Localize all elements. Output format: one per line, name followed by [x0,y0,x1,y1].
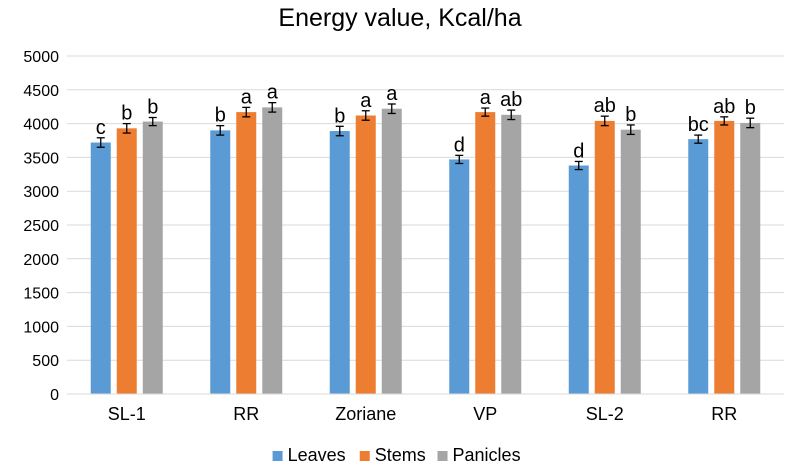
x-tick-label: RR [711,404,737,424]
legend-label-panicles: Panicles [453,445,521,465]
legend-swatch-leaves [272,451,283,461]
x-tick-label: VP [473,404,497,424]
bar-leaves [449,159,470,394]
significance-label: b [147,97,158,119]
significance-label: c [96,117,106,139]
bar-panicles [381,108,402,394]
bar-stems [236,112,257,394]
significance-label: a [386,83,398,105]
significance-label: d [454,134,465,156]
legend-swatch-panicles [437,451,448,461]
bar-leaves [210,130,231,395]
legend-label-stems: Stems [375,445,426,465]
bar-leaves [90,142,111,394]
bar-stems [714,120,735,394]
y-tick-label: 0 [50,387,59,404]
significance-label: b [121,103,132,125]
significance-label: ab [594,95,616,117]
significance-label: b [334,105,345,127]
y-tick-label: 500 [32,353,59,370]
y-tick-label: 2000 [23,252,59,269]
y-tick-label: 1500 [23,286,59,303]
significance-label: b [625,104,636,126]
bars [90,107,761,395]
significance-label: ab [500,89,522,111]
bar-panicles [262,107,283,394]
y-axis-ticks: 0 500 1000 1500 2000 2500 3000 3500 4000 4500 5000 [23,49,59,404]
significance-label: a [360,90,372,112]
y-tick-label: 4500 [23,83,59,100]
significance-label: a [241,86,253,108]
significance-label: d [573,140,584,162]
legend: Leaves Stems Panicles [272,445,521,465]
significance-label: a [480,87,492,109]
significance-label: bc [688,114,709,136]
bar-panicles [740,122,761,394]
x-tick-label: RR [233,404,259,424]
legend-swatch-stems [359,451,370,461]
significance-label: ab [713,96,735,118]
x-tick-label: SL-2 [586,404,624,424]
significance-label: b [745,97,756,119]
y-tick-label: 5000 [23,49,59,66]
legend-label-leaves: Leaves [288,445,346,465]
x-tick-label: Zoriane [335,404,396,424]
x-axis-ticks: SL-1 RR Zoriane VP SL-2 RR [108,404,738,424]
bar-panicles [142,121,163,395]
chart-title: Energy value, Kcal/ha [278,4,521,32]
significance-label: a [267,82,279,104]
y-tick-label: 3000 [23,184,59,201]
grid-lines [67,55,784,361]
bar-stems [116,128,137,394]
bar-stems [475,112,496,394]
bar-leaves [568,165,589,394]
y-tick-label: 3500 [23,150,59,167]
bar-stems [355,115,376,394]
bar-panicles [620,129,641,394]
y-tick-label: 1000 [23,319,59,336]
significance-label: b [215,105,226,127]
y-tick-label: 4000 [23,117,59,134]
bar-stems [594,120,615,394]
x-tick-label: SL-1 [108,404,146,424]
bar-leaves [688,139,709,394]
error-bars [96,101,755,171]
bar-panicles [501,114,522,394]
bar-leaves [329,131,350,394]
y-tick-label: 2500 [23,218,59,235]
